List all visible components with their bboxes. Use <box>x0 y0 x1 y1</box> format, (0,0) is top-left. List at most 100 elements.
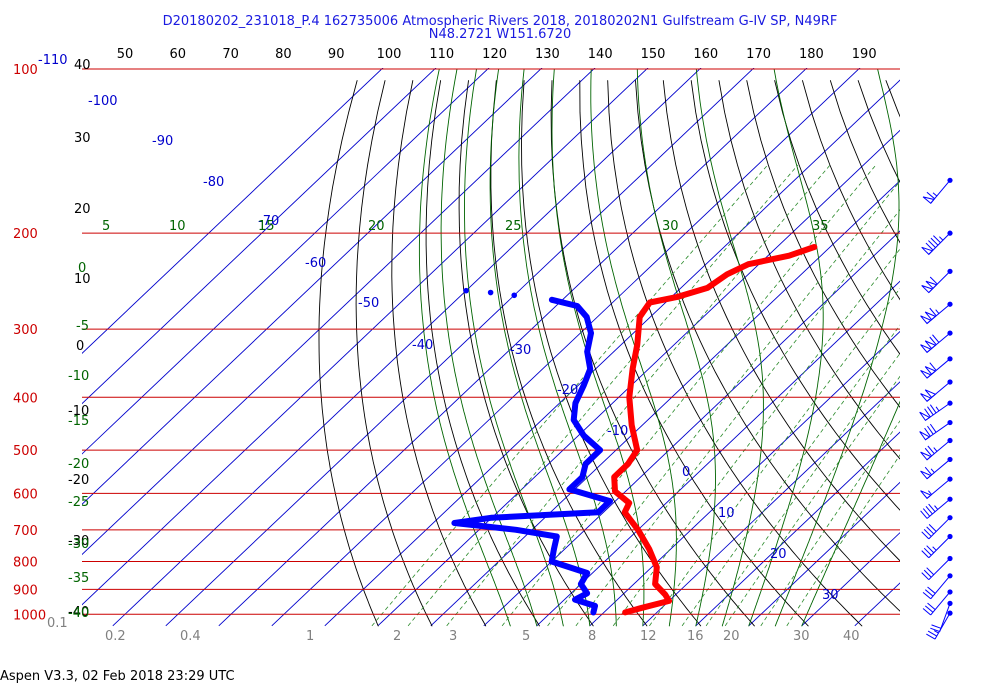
dewpoint-point <box>579 474 586 480</box>
dewpoint-point <box>574 303 580 309</box>
wind-barb-base <box>947 600 953 606</box>
dewpoint-point <box>513 527 519 533</box>
wind-barb-feather <box>924 605 934 613</box>
dry-adiabat-line <box>690 80 900 511</box>
moist-adiabat-label: 25 <box>505 219 522 234</box>
dewpoint-profile-line <box>451 296 613 616</box>
wind-barb-base <box>947 589 953 595</box>
temperature-point <box>811 244 817 250</box>
wind-barb-half-feather <box>928 490 932 495</box>
dewpoint-point <box>583 314 590 320</box>
dewpoint-point <box>595 509 602 516</box>
isotherm-line <box>908 57 1000 626</box>
temperature-point <box>625 461 631 467</box>
mixing-ratio-label: 3 <box>449 629 457 644</box>
wind-barb-feather <box>927 445 935 454</box>
temperature-point <box>634 447 640 453</box>
temperature-point <box>637 605 643 611</box>
moist-adiabat-line <box>695 68 764 627</box>
wind-barb-staff <box>930 575 951 600</box>
isotherm-label: -20 <box>557 383 578 398</box>
footer-version-time: Aspen V3.3, 02 Feb 2018 23:29 UTC <box>0 669 235 684</box>
wind-barb-feather <box>920 510 928 519</box>
dewpoint-point <box>572 400 579 406</box>
wind-barb-feather <box>929 276 938 285</box>
wind-barb-feather <box>932 334 940 343</box>
wind-barb-feather <box>924 466 932 476</box>
wind-barb-pennant <box>919 411 931 422</box>
wind-barb-half-feather <box>935 406 940 412</box>
wind-barb-feather <box>927 586 936 594</box>
dry-adiabat-line <box>718 80 900 460</box>
wind-barb-feather <box>928 503 936 513</box>
wind-barb-feather <box>924 589 934 597</box>
wind-barb-feather <box>922 608 932 616</box>
wind-barb-base <box>947 379 953 385</box>
isotherm-label: 20 <box>770 547 787 562</box>
wind-barb-feather <box>927 602 936 610</box>
temperature-point <box>637 314 643 320</box>
wind-barb <box>920 456 953 480</box>
dewpoint-point <box>463 287 469 294</box>
top-temp-tick-label: 180 <box>799 47 824 62</box>
wind-barb-base <box>947 419 953 426</box>
top-temp-tick-label: 120 <box>482 47 507 62</box>
wind-barb-half-feather <box>935 309 940 314</box>
pressure-tick-label: 300 <box>13 323 38 338</box>
temperature-point <box>622 609 628 615</box>
dry-adiabat-line <box>490 80 648 627</box>
wind-barb-feather <box>921 572 930 581</box>
isotherm-line <box>589 330 900 627</box>
wind-barb <box>922 589 953 616</box>
dewpoint-point <box>584 348 591 355</box>
temperature-point <box>612 488 618 494</box>
dewpoint-point <box>590 609 597 616</box>
dry-adiabat-line <box>829 80 900 244</box>
top-temp-tick-label: 140 <box>588 47 613 62</box>
wind-barb-staff <box>928 558 951 581</box>
wind-barb-feather <box>927 406 934 416</box>
wind-barb-feather <box>930 627 940 633</box>
wind-barb <box>920 301 953 325</box>
isotherm-line <box>82 68 543 505</box>
wind-barb-base <box>947 496 953 502</box>
pressure-tick-label: 200 <box>13 227 38 242</box>
dry-adiabat-line <box>774 80 900 355</box>
mixing-ratio-label: 12 <box>640 629 657 644</box>
left-black-tick-label: 40 <box>74 58 91 73</box>
pressure-tick-label: 500 <box>13 444 38 459</box>
left-black-tick-label: -10 <box>68 404 89 419</box>
wind-barb-base <box>947 177 953 183</box>
moist-adiabat-label: 10 <box>169 219 186 234</box>
dry-adiabat-line <box>635 80 900 612</box>
mixing-ratio-line <box>612 248 900 627</box>
wind-barb-pennant <box>920 470 932 480</box>
isobars <box>82 68 900 615</box>
isotherm-line <box>642 381 900 627</box>
mixing-ratio-label: 0.1 <box>47 616 68 631</box>
isotherm-line <box>748 481 900 627</box>
wind-barb-pennant <box>924 311 937 321</box>
dry-adiabat-line <box>746 80 900 408</box>
temperature-profile-line <box>611 244 818 616</box>
wind-barb-feather <box>926 633 936 640</box>
left-green-tick-label: -5 <box>76 319 89 334</box>
mixing-ratio-label: 16 <box>687 629 704 644</box>
moist-adiabat-line <box>464 68 564 627</box>
isotherm-line <box>695 431 900 627</box>
isotherm-line <box>82 68 384 354</box>
wind-barb-pennant <box>921 285 934 294</box>
wind-barb-base <box>947 330 953 336</box>
dry-adiabat-line <box>521 80 702 627</box>
moist-adiabat-label: 35 <box>812 219 829 234</box>
dewpoint-point <box>570 417 577 423</box>
wind-barb-base <box>947 555 953 562</box>
wind-barb <box>921 230 953 256</box>
isotherm-line <box>536 280 900 627</box>
mixing-ratio-line <box>724 375 900 627</box>
wind-barb-feather <box>933 235 941 244</box>
pressure-tick-label: 700 <box>13 524 38 539</box>
temperature-point <box>626 394 632 400</box>
isotherm-label: -100 <box>88 94 118 109</box>
